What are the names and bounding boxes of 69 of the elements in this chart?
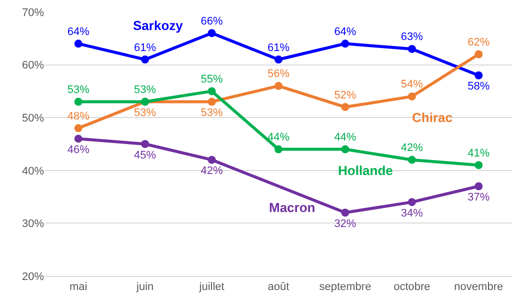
- data-label: 52%: [334, 89, 356, 102]
- point: [408, 92, 416, 100]
- data-label: 37%: [468, 191, 490, 204]
- point: [408, 198, 416, 206]
- point: [274, 56, 282, 64]
- point: [341, 40, 350, 48]
- data-label: 54%: [400, 78, 424, 91]
- y-tick-label: 20%: [22, 270, 44, 283]
- data-label: 53%: [200, 107, 224, 120]
- data-label: 63%: [400, 31, 424, 44]
- data-label: 46%: [67, 144, 90, 156]
- data-label: 41%: [468, 147, 490, 160]
- series-label: Macron: [269, 200, 316, 215]
- data-label: 42%: [200, 165, 224, 178]
- point: [474, 50, 483, 58]
- point: [208, 156, 216, 164]
- data-label: 64%: [67, 26, 90, 38]
- data-label: 44%: [334, 132, 356, 144]
- point: [408, 156, 416, 164]
- point: [274, 145, 282, 154]
- data-label: 61%: [267, 42, 290, 54]
- data-label: 44%: [267, 132, 290, 144]
- x-tick-label: juin: [136, 281, 154, 294]
- data-label: 34%: [400, 207, 424, 220]
- data-label: 53%: [134, 84, 156, 96]
- x-tick-label: octobre: [394, 281, 430, 294]
- data-label: 64%: [334, 26, 356, 38]
- y-tick-label: 50%: [22, 112, 44, 124]
- x-tick-label: août: [268, 281, 290, 294]
- x-tick-label: septembre: [319, 281, 372, 294]
- y-tick-label: 70%: [22, 6, 44, 19]
- point: [274, 82, 282, 90]
- point: [74, 134, 82, 143]
- point: [408, 44, 416, 53]
- data-label: 42%: [400, 142, 424, 154]
- point: [341, 145, 350, 154]
- data-label: 48%: [67, 110, 90, 122]
- point: [474, 182, 483, 190]
- data-label: 56%: [267, 68, 290, 80]
- point: [208, 29, 216, 38]
- point: [74, 98, 82, 106]
- data-label: 62%: [468, 36, 490, 48]
- point: [141, 140, 150, 148]
- point: [208, 98, 216, 106]
- y-tick-label: 30%: [22, 218, 44, 230]
- point: [74, 124, 82, 132]
- y-tick-label: 40%: [22, 165, 44, 178]
- y-tick-label: 60%: [22, 60, 44, 72]
- point: [208, 87, 216, 96]
- series-label: Chirac: [412, 110, 452, 125]
- point: [74, 40, 82, 48]
- data-label: 32%: [334, 218, 356, 230]
- data-label: 45%: [134, 149, 156, 162]
- data-label: 66%: [200, 15, 224, 28]
- point: [474, 161, 483, 170]
- data-label: 53%: [67, 84, 90, 96]
- point: [474, 71, 483, 80]
- x-tick-label: mai: [69, 281, 88, 294]
- series-label: Hollande: [338, 163, 393, 178]
- data-label: 61%: [134, 42, 156, 54]
- point: [341, 208, 350, 217]
- data-label: 55%: [200, 73, 224, 86]
- x-tick-label: novembre: [454, 281, 504, 294]
- data-label: 53%: [134, 107, 156, 120]
- data-label: 58%: [468, 80, 490, 93]
- series-label: Sarkozy: [133, 18, 184, 33]
- point: [341, 103, 350, 112]
- x-tick-label: juillet: [198, 281, 224, 294]
- point: [141, 56, 150, 64]
